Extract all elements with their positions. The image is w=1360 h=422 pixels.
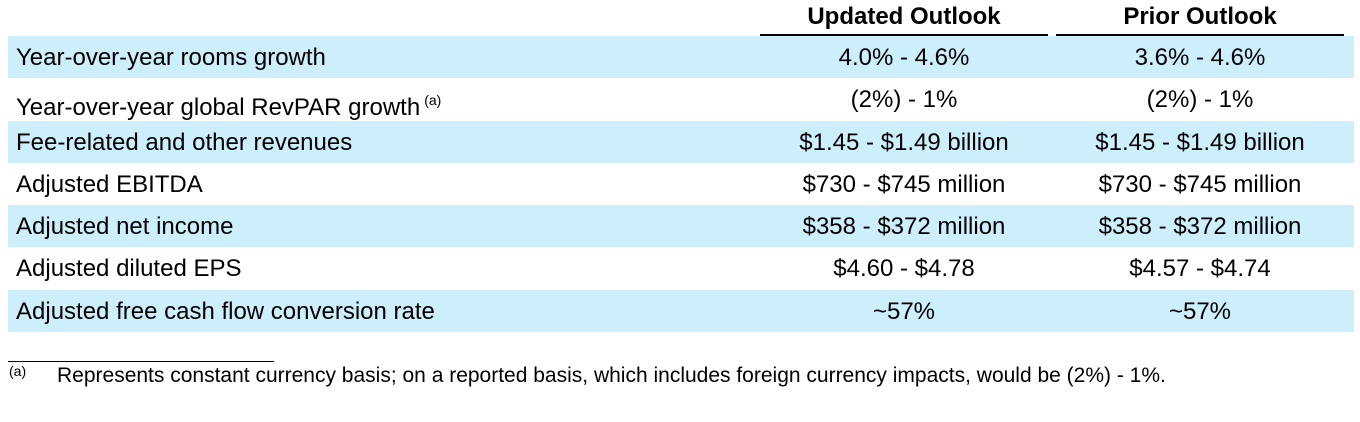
table-row: Year-over-year global RevPAR growth (a) (…	[8, 78, 1354, 122]
prior-outlook-value: ~57%	[1168, 297, 1232, 325]
footnote-divider	[8, 361, 274, 362]
footnote-text: Represents constant currency basis; on a…	[57, 364, 1166, 387]
column-header-updated-outlook: Updated Outlook	[760, 3, 1048, 36]
row-label-with-footnote: Year-over-year global RevPAR growth (a)	[16, 78, 442, 122]
outlook-table: Year-over-year rooms growth 4.0% - 4.6% …	[8, 36, 1354, 333]
table-row: Year-over-year rooms growth 4.0% - 4.6% …	[8, 36, 1354, 79]
row-label: Adjusted diluted EPS	[16, 255, 242, 283]
table-row: Fee-related and other revenues $1.45 - $…	[8, 120, 1354, 163]
row-label: Fee-related and other revenues	[16, 128, 353, 156]
updated-outlook-value: $730 - $745 million	[802, 170, 1006, 198]
row-label: Year-over-year rooms growth	[16, 44, 326, 71]
table-row: Adjusted net income $358 - $372 million …	[8, 205, 1354, 248]
row-label: Adjusted net income	[16, 213, 234, 241]
updated-outlook-value: (2%) - 1%	[850, 86, 958, 114]
updated-outlook-value: $358 - $372 million	[802, 213, 1006, 241]
table-row: Adjusted EBITDA $730 - $745 million $730…	[8, 163, 1354, 205]
prior-outlook-value: 3.6% - 4.6%	[1134, 44, 1266, 71]
table-row: Adjusted diluted EPS $4.60 - $4.78 $4.57…	[8, 247, 1354, 289]
prior-outlook-value: $358 - $372 million	[1098, 213, 1302, 241]
table-header: Updated Outlook Prior Outlook	[0, 0, 1360, 38]
prior-outlook-value: $1.45 - $1.49 billion	[1095, 128, 1305, 156]
row-label: Adjusted EBITDA	[16, 170, 203, 198]
table-row: Adjusted free cash flow conversion rate …	[8, 289, 1354, 333]
updated-outlook-value: $4.60 - $4.78	[833, 255, 975, 283]
column-header-prior-outlook: Prior Outlook	[1056, 3, 1344, 36]
footnote-reference: (a)	[424, 92, 442, 109]
updated-outlook-value: 4.0% - 4.6%	[838, 44, 970, 71]
prior-outlook-value: $4.57 - $4.74	[1129, 255, 1271, 283]
updated-outlook-value: $1.45 - $1.49 billion	[799, 128, 1009, 156]
prior-outlook-value: $730 - $745 million	[1098, 170, 1302, 198]
row-label: Adjusted free cash flow conversion rate	[16, 297, 435, 325]
footnote-marker: (a)	[9, 363, 27, 379]
row-label: Year-over-year global RevPAR growth	[16, 94, 421, 122]
prior-outlook-value: (2%) - 1%	[1146, 86, 1254, 114]
updated-outlook-value: ~57%	[872, 297, 936, 325]
